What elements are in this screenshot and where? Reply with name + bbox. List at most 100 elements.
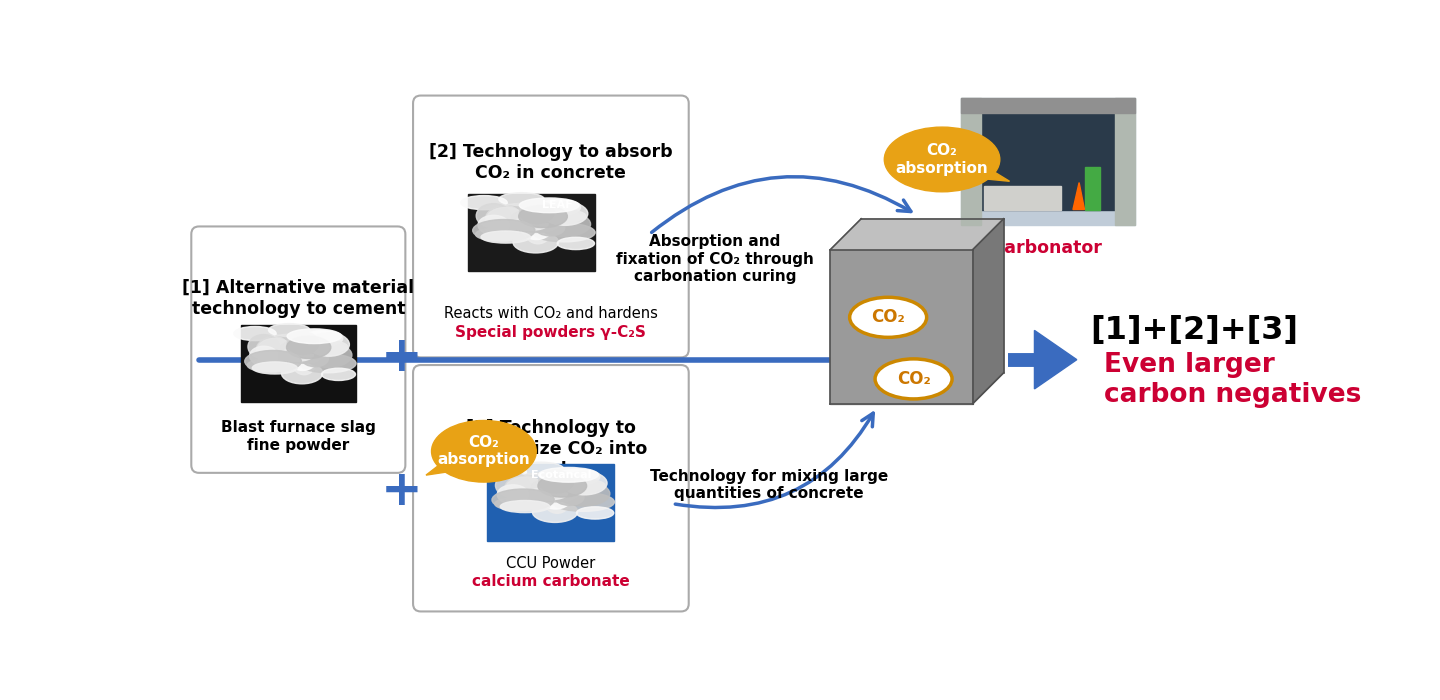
Ellipse shape bbox=[252, 362, 297, 374]
Ellipse shape bbox=[491, 203, 554, 225]
Ellipse shape bbox=[557, 482, 609, 506]
Ellipse shape bbox=[490, 205, 520, 223]
Ellipse shape bbox=[510, 475, 539, 493]
Ellipse shape bbox=[248, 359, 287, 372]
Text: CO₂
absorption: CO₂ absorption bbox=[896, 144, 988, 176]
Bar bbox=[468, 194, 595, 271]
Ellipse shape bbox=[256, 337, 289, 361]
Text: Technology for mixing large
quantities of concrete: Technology for mixing large quantities o… bbox=[649, 469, 888, 501]
Text: [1] Alternative material
technology to cement: [1] Alternative material technology to c… bbox=[183, 279, 415, 318]
Bar bbox=[831, 250, 973, 403]
Ellipse shape bbox=[557, 470, 596, 489]
Text: CO₂
absorption: CO₂ absorption bbox=[438, 435, 530, 468]
Ellipse shape bbox=[304, 343, 351, 368]
Text: calcium carbonate: calcium carbonate bbox=[472, 575, 629, 589]
Ellipse shape bbox=[498, 193, 544, 206]
Text: Absorption and
fixation of CO₂ through
carbonation curing: Absorption and fixation of CO₂ through c… bbox=[616, 234, 814, 284]
Ellipse shape bbox=[505, 477, 544, 500]
Ellipse shape bbox=[539, 470, 573, 493]
Text: Ecotancal: Ecotancal bbox=[531, 470, 592, 480]
Text: [2] Technology to absorb
CO₂ in concrete: [2] Technology to absorb CO₂ in concrete bbox=[429, 144, 672, 182]
Ellipse shape bbox=[536, 220, 564, 236]
Ellipse shape bbox=[497, 485, 528, 504]
Ellipse shape bbox=[288, 345, 318, 370]
Text: Reacts with CO₂ and hardens: Reacts with CO₂ and hardens bbox=[444, 306, 658, 321]
Ellipse shape bbox=[248, 335, 279, 359]
Ellipse shape bbox=[233, 326, 276, 341]
Ellipse shape bbox=[487, 207, 526, 230]
Bar bbox=[1084, 167, 1100, 209]
Ellipse shape bbox=[292, 348, 317, 374]
Ellipse shape bbox=[500, 500, 550, 512]
Ellipse shape bbox=[539, 475, 586, 497]
Text: Blast furnace slag
fine powder: Blast furnace slag fine powder bbox=[220, 421, 376, 453]
Text: +: + bbox=[380, 467, 422, 514]
Ellipse shape bbox=[520, 214, 553, 239]
Ellipse shape bbox=[533, 223, 595, 242]
FancyBboxPatch shape bbox=[192, 227, 406, 473]
Ellipse shape bbox=[540, 468, 600, 482]
Ellipse shape bbox=[530, 487, 567, 500]
Text: carbonator: carbonator bbox=[994, 239, 1102, 257]
Polygon shape bbox=[973, 218, 1004, 403]
Bar bbox=[962, 98, 1135, 225]
Ellipse shape bbox=[510, 208, 563, 232]
Ellipse shape bbox=[287, 336, 331, 358]
Ellipse shape bbox=[539, 468, 598, 482]
Ellipse shape bbox=[537, 200, 577, 219]
Ellipse shape bbox=[552, 493, 615, 512]
Ellipse shape bbox=[554, 470, 599, 485]
Ellipse shape bbox=[505, 476, 541, 500]
Ellipse shape bbox=[472, 220, 534, 242]
Ellipse shape bbox=[432, 421, 536, 482]
Ellipse shape bbox=[511, 473, 573, 495]
Bar bbox=[985, 186, 1061, 209]
Ellipse shape bbox=[524, 217, 552, 244]
Ellipse shape bbox=[562, 471, 608, 495]
Ellipse shape bbox=[485, 206, 523, 230]
Ellipse shape bbox=[876, 359, 952, 399]
Ellipse shape bbox=[278, 339, 327, 363]
Ellipse shape bbox=[557, 237, 595, 250]
Ellipse shape bbox=[288, 346, 340, 358]
Ellipse shape bbox=[302, 351, 328, 367]
FancyBboxPatch shape bbox=[413, 365, 688, 612]
Ellipse shape bbox=[495, 498, 539, 510]
Text: [3] Technology to
immobilize CO₂ into
powder: [3] Technology to immobilize CO₂ into po… bbox=[455, 419, 647, 479]
Ellipse shape bbox=[539, 212, 590, 237]
FancyBboxPatch shape bbox=[413, 95, 688, 357]
Ellipse shape bbox=[300, 354, 356, 373]
Ellipse shape bbox=[513, 232, 559, 253]
Ellipse shape bbox=[520, 198, 579, 213]
Ellipse shape bbox=[526, 209, 586, 223]
Ellipse shape bbox=[539, 484, 572, 509]
Bar bbox=[240, 325, 356, 402]
Text: LEAF: LEAF bbox=[541, 200, 572, 210]
Ellipse shape bbox=[518, 205, 567, 228]
Ellipse shape bbox=[510, 218, 549, 230]
Bar bbox=[962, 98, 981, 225]
Polygon shape bbox=[831, 218, 1004, 250]
Ellipse shape bbox=[258, 338, 292, 361]
Ellipse shape bbox=[279, 349, 314, 361]
Ellipse shape bbox=[539, 485, 596, 497]
Ellipse shape bbox=[321, 368, 356, 381]
Polygon shape bbox=[968, 161, 1009, 181]
Ellipse shape bbox=[262, 334, 318, 356]
Ellipse shape bbox=[520, 216, 576, 228]
Ellipse shape bbox=[478, 216, 510, 234]
Ellipse shape bbox=[576, 507, 613, 519]
Polygon shape bbox=[1034, 330, 1077, 389]
Ellipse shape bbox=[544, 486, 570, 513]
Polygon shape bbox=[426, 454, 464, 475]
Ellipse shape bbox=[520, 201, 554, 223]
Ellipse shape bbox=[536, 200, 580, 216]
Polygon shape bbox=[1073, 183, 1084, 209]
Ellipse shape bbox=[249, 346, 278, 365]
Bar bbox=[981, 106, 1116, 209]
Text: Even larger
carbon negatives: Even larger carbon negatives bbox=[1103, 352, 1361, 408]
Ellipse shape bbox=[518, 462, 563, 475]
Ellipse shape bbox=[268, 323, 310, 337]
Ellipse shape bbox=[492, 489, 554, 511]
Ellipse shape bbox=[245, 351, 301, 372]
